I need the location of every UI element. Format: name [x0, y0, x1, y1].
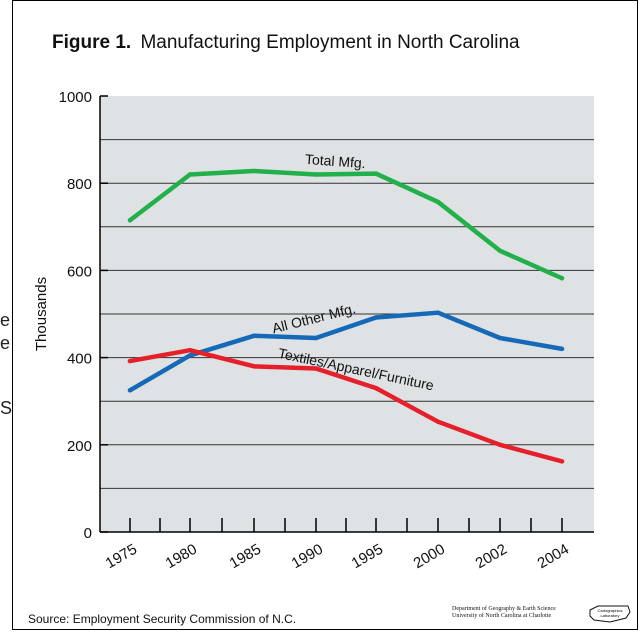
title-text: Manufacturing Employment in North Caroli…: [140, 32, 520, 53]
data-point: [497, 248, 503, 253]
data-point: [435, 199, 441, 205]
y-tick-label: 1000: [59, 89, 92, 106]
data-point: [373, 385, 379, 391]
data-point: [313, 366, 319, 371]
data-point: [559, 276, 565, 281]
data-point: [251, 333, 257, 338]
x-tick-label: 1995: [349, 541, 386, 572]
data-point: [127, 218, 133, 223]
logo-text: Laboratory: [600, 613, 619, 618]
series-label: Total Mfg.: [305, 151, 367, 171]
series-line: [127, 347, 565, 464]
data-point: [187, 172, 193, 177]
x-tick-label: 1975: [103, 541, 140, 572]
chart-title: Figure 1. Manufacturing Employment in No…: [52, 32, 520, 54]
cropped-fragment: e: [0, 333, 11, 353]
credit-note: Department of Geography & Earth Science …: [452, 606, 556, 620]
credit-line: Department of Geography & Earth Science: [452, 606, 556, 612]
data-point: [373, 171, 379, 176]
data-point: [127, 388, 133, 393]
data-point: [373, 315, 379, 320]
y-tick-label: 800: [67, 176, 92, 193]
x-tick-label: 2000: [411, 541, 448, 572]
data-point: [313, 335, 319, 341]
data-point: [251, 168, 257, 174]
logo-text: Cartographics: [598, 608, 623, 613]
x-tick-label: 1985: [227, 541, 264, 572]
y-tick-label: 0: [84, 525, 92, 542]
x-tick-label: 1980: [163, 541, 200, 572]
data-point: [127, 358, 133, 364]
data-point: [187, 347, 193, 353]
data-point: [187, 353, 193, 358]
cropped-fragment: e: [0, 310, 11, 330]
data-point: [251, 364, 257, 369]
x-tick-label: 2004: [535, 541, 572, 572]
data-point: [497, 335, 503, 341]
cropped-fragment: S: [0, 398, 13, 418]
x-tick-label: 2002: [473, 541, 510, 572]
y-tick-label: 400: [67, 351, 92, 368]
data-point: [435, 419, 441, 424]
data-point: [497, 442, 503, 447]
y-tick-label: 600: [67, 263, 92, 280]
data-point: [313, 172, 319, 177]
x-tick-label: 1990: [289, 541, 326, 572]
figure-label: Figure 1.: [52, 32, 132, 53]
data-point: [435, 310, 441, 315]
y-tick-label: 200: [67, 438, 92, 455]
cartographics-logo: Cartographics Laboratory: [589, 605, 631, 623]
data-point: [559, 346, 565, 352]
data-point: [559, 459, 565, 464]
source-note: Source: Employment Security Commission o…: [28, 612, 297, 626]
series-line: [127, 168, 565, 281]
y-axis-label: Thousands: [33, 277, 50, 351]
credit-line: University of North Carolina at Charlott…: [452, 613, 552, 619]
